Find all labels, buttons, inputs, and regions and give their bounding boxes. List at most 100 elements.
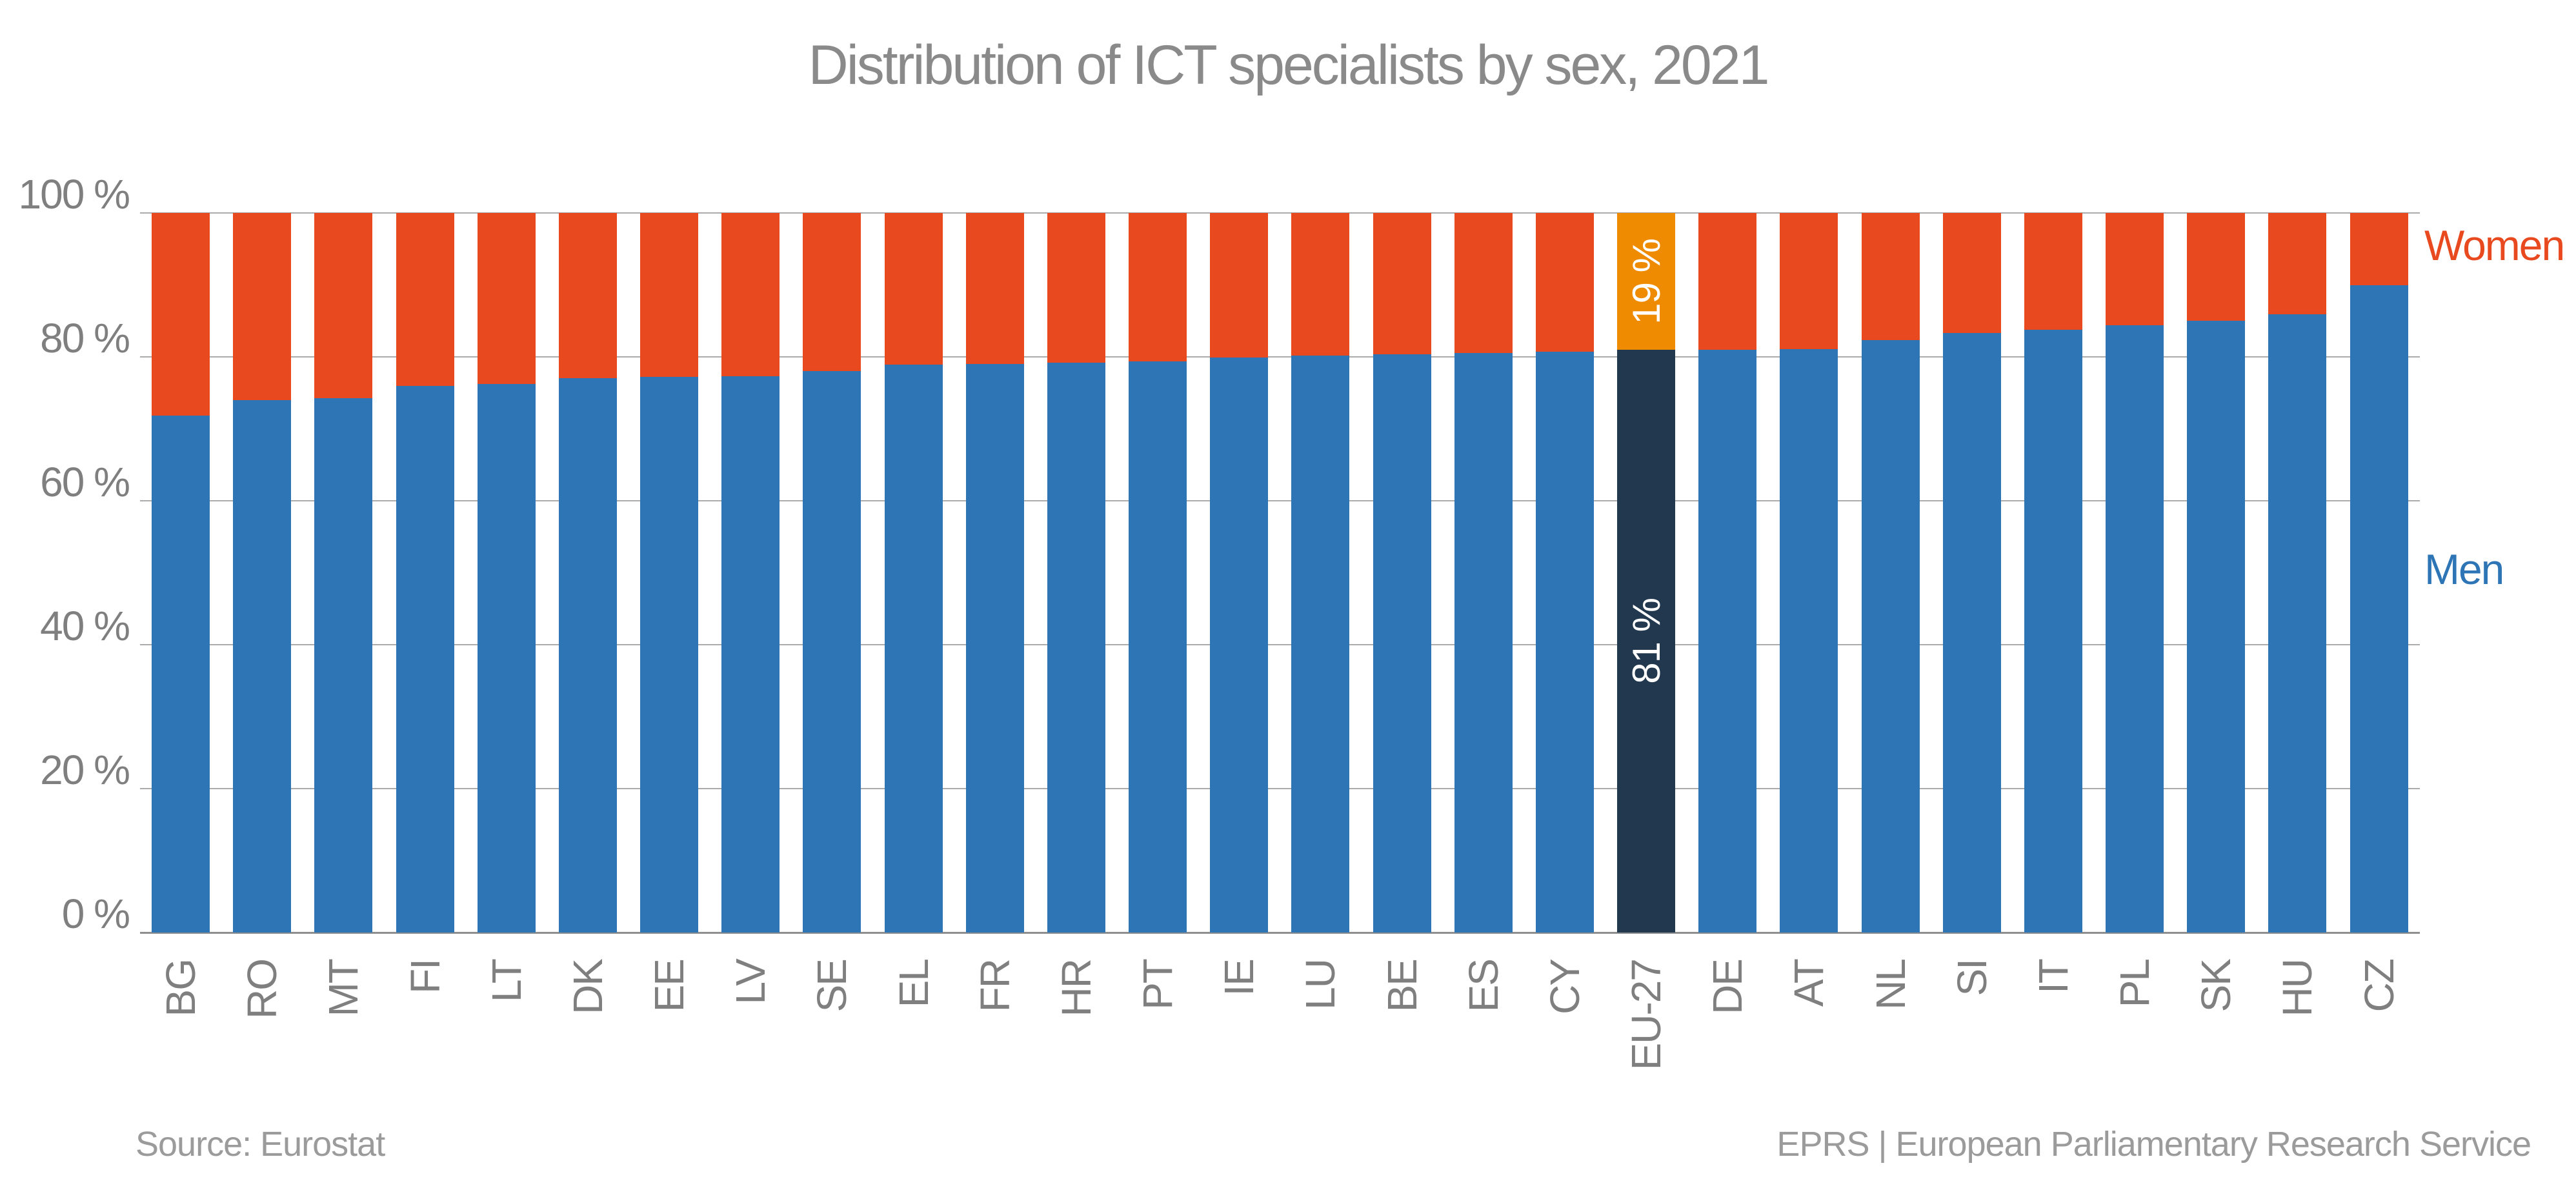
- bar-RO: [233, 213, 292, 933]
- x-tick-cell-IT: IT: [2024, 960, 2082, 994]
- x-tick-label-EE: EE: [646, 960, 693, 1013]
- bar-BE: [1373, 213, 1431, 933]
- x-tick-label-IE: IE: [1216, 960, 1263, 996]
- x-tick-cell-ES: ES: [1454, 960, 1513, 1012]
- bar-segment-women-PL: [2106, 213, 2164, 325]
- bar-segment-women-ES: [1454, 213, 1513, 354]
- value-label-women-EU-27: 19 %: [1624, 238, 1668, 325]
- bar-segment-men-LU: [1291, 355, 1350, 933]
- bar-segment-women-LT: [477, 213, 536, 385]
- x-tick-cell-RO: RO: [233, 960, 291, 1019]
- x-tick-label-PT: PT: [1134, 960, 1182, 1010]
- bar-segment-men-IE: [1210, 358, 1269, 933]
- bar-segment-women-CZ: [2350, 213, 2408, 285]
- bar-segment-men-HR: [1047, 362, 1105, 933]
- bar-segment-men-PT: [1129, 361, 1187, 933]
- bar-segment-women-EU-27: 19 %: [1617, 213, 1676, 350]
- bar-segment-men-PL: [2106, 325, 2164, 933]
- bar-FR: [965, 213, 1024, 933]
- legend-label-men: Men: [2424, 545, 2504, 593]
- x-tick-cell-PT: PT: [1129, 960, 1187, 1010]
- bar-segment-women-DE: [1698, 213, 1757, 350]
- bar-segment-men-CZ: [2350, 285, 2408, 933]
- bar-EU-27: 19 % 81 %: [1617, 213, 1676, 933]
- bar-segment-men-EE: [640, 377, 699, 933]
- bar-segment-men-LV: [721, 376, 780, 933]
- bar-segment-women-PT: [1129, 213, 1187, 361]
- bar-segment-men-SI: [1942, 333, 2001, 933]
- y-tick-label-60: 60 %: [40, 459, 130, 505]
- x-tick-label-CY: CY: [1541, 960, 1588, 1014]
- bar-SI: [1942, 213, 2001, 933]
- bar-segment-men-LT: [477, 384, 536, 933]
- bar-segment-men-EU-27: 81 %: [1617, 349, 1676, 933]
- x-tick-label-NL: NL: [1867, 960, 1914, 1010]
- x-tick-label-HU: HU: [2274, 960, 2321, 1017]
- bar-segment-women-SE: [803, 213, 861, 372]
- gridline-60: [140, 500, 2420, 501]
- bar-segment-women-HR: [1047, 213, 1105, 363]
- bar-segment-women-EE: [640, 213, 699, 378]
- x-tick-cell-LU: LU: [1291, 960, 1349, 1010]
- gridline-20: [140, 788, 2420, 789]
- bar-CY: [1535, 213, 1594, 933]
- source-note: Source: Eurostat: [136, 1125, 385, 1164]
- x-tick-label-BG: BG: [157, 960, 204, 1017]
- x-tick-cell-FR: FR: [966, 960, 1024, 1012]
- x-tick-label-LU: LU: [1297, 960, 1344, 1010]
- bar-SE: [803, 213, 861, 933]
- bar-HU: [2268, 213, 2327, 933]
- bar-segment-women-MT: [314, 213, 373, 398]
- bar-segment-men-CY: [1535, 352, 1594, 933]
- y-tick-label-80: 80 %: [40, 315, 130, 361]
- y-tick-label-40: 40 %: [40, 603, 130, 649]
- x-tick-cell-HR: HR: [1047, 960, 1105, 1016]
- bar-DK: [558, 213, 617, 933]
- x-tick-label-HR: HR: [1052, 960, 1100, 1017]
- x-tick-cell-NL: NL: [1862, 960, 1920, 1010]
- y-tick-label-0: 0 %: [61, 891, 130, 937]
- x-tick-label-FI: FI: [401, 960, 448, 994]
- x-tick-label-EL: EL: [890, 960, 937, 1008]
- bar-IE: [1210, 213, 1269, 933]
- x-tick-label-IT: IT: [2029, 960, 2077, 994]
- x-tick-cell-SK: SK: [2187, 960, 2245, 1012]
- bar-segment-men-DK: [558, 378, 617, 933]
- bar-NL: [1861, 213, 1920, 933]
- bar-LT: [477, 213, 536, 933]
- legend-label-women: Women: [2424, 221, 2565, 269]
- bar-LV: [721, 213, 780, 933]
- bar-segment-women-SI: [1942, 213, 2001, 334]
- gridline-0: [140, 932, 2420, 934]
- x-tick-cell-LV: LV: [721, 960, 780, 1005]
- x-tick-label-LT: LT: [483, 960, 530, 1002]
- bar-segment-men-SE: [803, 371, 861, 933]
- x-tick-cell-EE: EE: [640, 960, 698, 1012]
- x-tick-cell-CZ: CZ: [2350, 960, 2408, 1012]
- x-tick-label-SK: SK: [2193, 960, 2240, 1013]
- gridline-80: [140, 356, 2420, 358]
- x-tick-label-BE: BE: [1378, 960, 1425, 1013]
- credit-note: EPRS | European Parliamentary Research S…: [1776, 1125, 2531, 1164]
- bar-EE: [640, 213, 699, 933]
- bar-IT: [2024, 213, 2082, 933]
- bar-segment-women-FI: [396, 213, 454, 386]
- bar-DE: [1698, 213, 1757, 933]
- bar-segment-men-MT: [314, 398, 373, 933]
- bar-segment-women-BE: [1373, 213, 1431, 354]
- bar-segment-women-DK: [558, 213, 617, 379]
- bar-FI: [396, 213, 454, 933]
- bar-segment-men-EL: [884, 365, 943, 933]
- bar-segment-men-DE: [1698, 349, 1757, 933]
- bar-MT: [314, 213, 373, 933]
- bar-segment-men-SK: [2187, 321, 2246, 933]
- bar-LU: [1291, 213, 1350, 933]
- bar-segment-women-IT: [2024, 213, 2082, 330]
- bar-segment-men-NL: [1861, 340, 1920, 933]
- bar-AT: [1780, 213, 1838, 933]
- y-tick-label-20: 20 %: [40, 747, 130, 793]
- bar-segment-men-BE: [1373, 354, 1431, 933]
- gridline-40: [140, 644, 2420, 645]
- bar-segment-men-FI: [396, 385, 454, 933]
- bar-segment-men-IT: [2024, 329, 2082, 933]
